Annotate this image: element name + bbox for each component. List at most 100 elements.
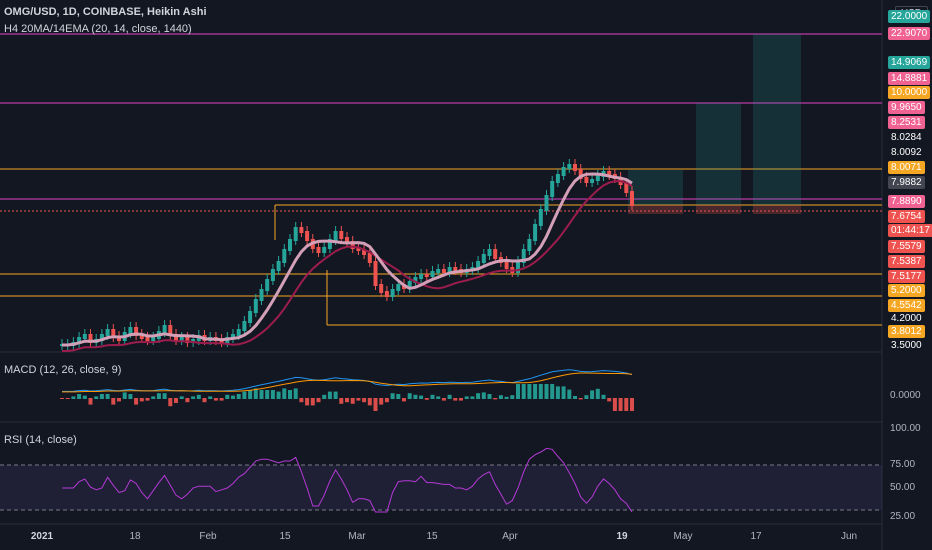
macd-histogram-bar bbox=[453, 398, 458, 401]
macd-histogram-bar bbox=[413, 394, 418, 399]
candle-body bbox=[453, 267, 458, 271]
macd-histogram-bar bbox=[213, 398, 218, 401]
price-label: 8.0284 bbox=[888, 131, 925, 144]
rsi-line bbox=[62, 447, 633, 513]
macd-histogram-bar bbox=[99, 394, 104, 399]
macd-histogram-bar bbox=[390, 393, 395, 399]
macd-histogram-bar bbox=[305, 398, 310, 406]
candle-body bbox=[174, 334, 178, 341]
candle-body bbox=[179, 337, 184, 341]
candle-body bbox=[590, 179, 595, 183]
price-label: 10.0000 bbox=[888, 86, 931, 99]
candle-body bbox=[373, 261, 378, 286]
rsi-axis-tick: 50.00 bbox=[890, 482, 916, 493]
moving-averages bbox=[62, 172, 633, 352]
macd-histogram-bar bbox=[310, 398, 315, 406]
macd-histogram-bar bbox=[379, 398, 384, 405]
macd-line bbox=[62, 369, 633, 392]
candle-body bbox=[630, 191, 634, 206]
rsi-label: RSI (14, close) bbox=[4, 434, 77, 446]
macd-histogram-bar bbox=[550, 384, 555, 399]
candle-body bbox=[316, 247, 321, 253]
time-tick: Mar bbox=[348, 531, 366, 542]
macd-histogram-bar bbox=[117, 398, 121, 402]
candle-body bbox=[550, 181, 555, 197]
macd-histogram-bar bbox=[555, 386, 560, 399]
macd-histogram-bar bbox=[362, 398, 367, 403]
macd-histogram-bar bbox=[253, 388, 258, 399]
indicator-label: H4 20MA/14EMA (20, 14, close, 1440) bbox=[4, 23, 192, 35]
price-label: 9.9650 bbox=[888, 101, 925, 114]
price-label: 7.5387 bbox=[888, 255, 925, 268]
candle-body bbox=[527, 239, 532, 251]
candle-body bbox=[88, 334, 93, 343]
price-label: 8.0092 bbox=[888, 146, 925, 159]
macd-histogram-bar bbox=[276, 391, 281, 399]
macd-histogram-bar bbox=[396, 394, 401, 399]
macd-histogram-bar bbox=[288, 390, 292, 399]
stop-box bbox=[696, 205, 741, 214]
macd-histogram-bar bbox=[481, 392, 486, 399]
rsi-axis-tick: 75.00 bbox=[890, 459, 916, 470]
candle-body bbox=[396, 284, 401, 291]
price-label: 7.6754 bbox=[888, 210, 925, 223]
macd-histogram-bar bbox=[498, 395, 503, 399]
candle-body bbox=[350, 241, 355, 249]
ma-line bbox=[62, 172, 633, 347]
macd-histogram-bar bbox=[225, 394, 230, 399]
candle-body bbox=[293, 227, 298, 241]
candle-body bbox=[424, 274, 429, 277]
macd-axis-zero: 0.0000 bbox=[890, 390, 921, 401]
macd-histogram-bar bbox=[367, 398, 372, 406]
macd-histogram-bar bbox=[265, 390, 270, 399]
macd-histogram-bar bbox=[168, 398, 173, 407]
rsi-axis-tick: 25.00 bbox=[890, 511, 916, 522]
macd-histogram-bar bbox=[459, 398, 463, 401]
macd-histogram-bar bbox=[350, 398, 355, 404]
target-box bbox=[753, 34, 801, 205]
macd-histogram-bar bbox=[208, 396, 213, 399]
macd-pane bbox=[60, 369, 634, 411]
macd-histogram-bar bbox=[356, 398, 361, 401]
macd-histogram-bar bbox=[88, 398, 93, 405]
macd-histogram-bar bbox=[162, 393, 167, 399]
price-label: 8.2531 bbox=[888, 116, 925, 129]
macd-histogram-bar bbox=[196, 394, 201, 399]
macd-histogram-bar bbox=[578, 398, 583, 400]
candle-body bbox=[282, 249, 287, 263]
candle-body bbox=[299, 227, 304, 233]
candle-body bbox=[441, 269, 446, 273]
target-box bbox=[696, 103, 741, 205]
macd-histogram-bar bbox=[402, 398, 406, 402]
candle-body bbox=[430, 271, 435, 277]
macd-histogram-bar bbox=[259, 390, 264, 399]
candle-body bbox=[544, 195, 549, 211]
price-label: 4.5542 bbox=[888, 299, 925, 312]
projection-boxes bbox=[628, 34, 801, 214]
macd-histogram-bar bbox=[82, 395, 87, 399]
macd-histogram-bar bbox=[242, 391, 247, 399]
macd-histogram-bar bbox=[573, 396, 577, 399]
candle-body bbox=[384, 291, 389, 297]
candle-body bbox=[345, 237, 349, 243]
rsi-pane bbox=[0, 447, 882, 513]
macd-histogram-bar bbox=[590, 390, 595, 399]
price-label: 14.9069 bbox=[888, 56, 931, 69]
candle-body bbox=[578, 169, 583, 179]
macd-histogram-bar bbox=[60, 398, 64, 399]
time-tick: 17 bbox=[750, 531, 762, 542]
candle-body bbox=[493, 249, 498, 259]
macd-histogram-bar bbox=[156, 393, 161, 399]
macd-histogram-bar bbox=[407, 393, 412, 399]
time-tick: 18 bbox=[129, 531, 141, 542]
candle-body bbox=[573, 164, 577, 171]
candle-body bbox=[407, 281, 412, 289]
price-label: 7.5579 bbox=[888, 240, 925, 253]
price-label: 01:44:17 bbox=[888, 224, 932, 237]
time-tick: May bbox=[673, 531, 693, 542]
macd-histogram-bar bbox=[447, 394, 452, 399]
candle-body bbox=[516, 261, 520, 273]
candle-body bbox=[362, 249, 367, 255]
macd-histogram-bar bbox=[419, 395, 424, 399]
